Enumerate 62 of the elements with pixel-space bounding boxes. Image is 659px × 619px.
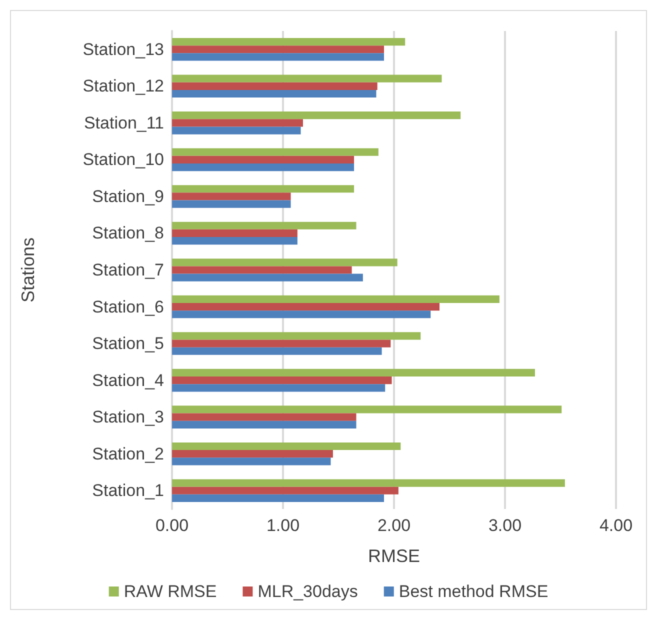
bar xyxy=(172,486,398,494)
bar xyxy=(172,413,356,421)
bar xyxy=(172,340,391,348)
bar xyxy=(172,302,440,311)
y-axis-title: Stations xyxy=(18,237,38,303)
y-tick-label: Station_3 xyxy=(92,408,164,427)
y-tick-label: Station_6 xyxy=(92,297,164,316)
x-tick-label: 0.00 xyxy=(155,516,189,535)
bar xyxy=(172,310,431,318)
bar xyxy=(172,266,352,274)
bar xyxy=(172,46,384,54)
bar xyxy=(172,119,303,127)
bar xyxy=(172,274,363,282)
y-tick-label: Station_13 xyxy=(82,40,164,59)
y-tick-label: Station_7 xyxy=(92,260,164,280)
y-tick-label: Station_12 xyxy=(82,76,164,96)
bar xyxy=(172,376,392,384)
bar xyxy=(172,222,356,230)
bar xyxy=(172,450,333,458)
legend-label: Best method RMSE xyxy=(398,582,548,601)
legend-label: RAW RMSE xyxy=(124,582,217,601)
y-tick-label: Station_10 xyxy=(82,150,164,170)
bar xyxy=(172,258,398,266)
bar xyxy=(172,156,354,164)
bar xyxy=(172,237,298,245)
bar xyxy=(172,406,562,414)
x-tick-label: 1.00 xyxy=(266,516,300,535)
bar xyxy=(172,494,384,502)
bar xyxy=(172,479,565,487)
bar xyxy=(172,442,401,450)
bar xyxy=(172,332,421,340)
bar xyxy=(172,458,331,466)
bar xyxy=(172,53,384,61)
bar xyxy=(172,347,382,355)
bar xyxy=(172,192,291,200)
bar xyxy=(172,368,535,377)
x-tick-label: 3.00 xyxy=(488,516,522,535)
y-tick-label: Station_8 xyxy=(92,224,164,243)
y-tick-label: Station_9 xyxy=(92,186,164,206)
y-tick-label: Station_4 xyxy=(92,370,164,390)
bar xyxy=(172,163,354,172)
y-tick-label: Station_1 xyxy=(92,481,164,500)
bar xyxy=(172,148,378,156)
bar xyxy=(172,112,461,120)
bar xyxy=(172,74,442,82)
y-tick-label: Station_11 xyxy=(84,113,164,132)
bar xyxy=(172,38,406,46)
y-tick-label: Station_5 xyxy=(92,334,164,354)
bar xyxy=(172,185,354,193)
bar xyxy=(172,126,301,134)
x-tick-label: 2.00 xyxy=(377,516,411,535)
bar xyxy=(172,229,298,238)
bar xyxy=(172,420,356,428)
bar xyxy=(172,82,378,90)
bar xyxy=(172,200,291,208)
y-tick-label: Station_2 xyxy=(92,444,164,464)
bar xyxy=(172,295,500,303)
x-axis-title: RMSE xyxy=(368,546,420,566)
bar xyxy=(172,384,386,392)
legend-label: MLR_30days xyxy=(258,582,358,601)
bar xyxy=(172,90,376,98)
x-tick-label: 4.00 xyxy=(599,516,633,535)
